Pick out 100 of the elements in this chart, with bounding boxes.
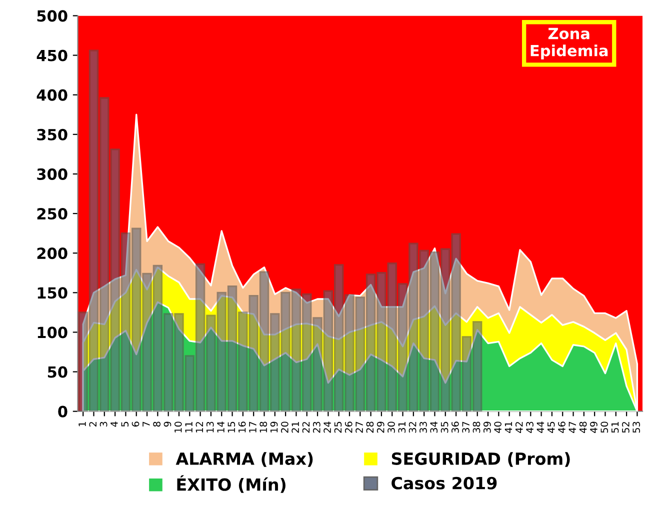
bar: [164, 313, 174, 412]
x-tick-label: 4: [110, 422, 118, 427]
x-tick-label: 22: [302, 422, 310, 433]
bar: [398, 283, 408, 412]
x-tick-label: 53: [632, 422, 640, 433]
x-tick-label: 30: [388, 422, 395, 433]
x-tick-label: 28: [366, 422, 374, 433]
bar: [323, 290, 334, 412]
y-tick-label: 0: [58, 406, 68, 418]
x-tick-label: 9: [164, 422, 172, 427]
x-tick-label: 8: [153, 422, 160, 427]
y-tick-label: 450: [36, 50, 68, 62]
x-tick-label: 7: [142, 422, 150, 426]
x-tick-label: 40: [494, 422, 502, 433]
legend-label: ÉXITO (Mín): [177, 475, 286, 493]
x-tick-label: 33: [420, 422, 427, 433]
bar: [132, 228, 142, 412]
x-tick-label: 41: [504, 422, 512, 433]
x-tick-label: 26: [344, 422, 352, 433]
bar: [142, 272, 152, 412]
bar: [451, 233, 461, 412]
x-tick-label: 34: [430, 422, 438, 433]
x-tick-label: 48: [579, 422, 587, 433]
x-tick-label: 15: [228, 422, 236, 432]
bar: [195, 263, 206, 412]
x-tick-label: 11: [185, 422, 192, 432]
x-tick-label: 47: [568, 422, 576, 433]
x-tick-label: 3: [100, 422, 108, 427]
y-tick-label: 350: [37, 128, 68, 140]
x-tick-label: 23: [312, 422, 320, 433]
x-tick-label: 51: [611, 422, 619, 433]
bar: [216, 292, 226, 412]
legend-label: SEGURIDAD (Prom): [392, 452, 570, 467]
x-tick-label: 10: [174, 422, 182, 432]
y-tick-label: 50: [48, 366, 68, 378]
x-tick-label: 35: [440, 422, 448, 433]
bar: [387, 262, 397, 412]
x-tick-label: 38: [472, 422, 480, 433]
bar: [355, 296, 365, 412]
bar: [110, 148, 120, 412]
x-tick-label: 42: [515, 422, 523, 433]
bar: [302, 293, 312, 412]
x-tick-label: 36: [452, 422, 459, 433]
x-tick-label: 2: [89, 422, 96, 427]
x-tick-label: 32: [408, 422, 416, 433]
bar: [376, 272, 386, 412]
x-tick-label: 18: [260, 422, 268, 432]
band-label: Zona Epidemia: [530, 28, 608, 60]
y-tick-label: 500: [37, 10, 68, 22]
x-tick-label: 6: [132, 422, 140, 427]
x-tick-label: 37: [462, 422, 470, 433]
bar: [291, 288, 302, 412]
x-tick-label: 24: [324, 422, 331, 433]
x-tick-label: 12: [196, 422, 203, 432]
legend-label: Casos 2019: [392, 476, 497, 490]
bar: [152, 264, 163, 412]
y-tick-label: 400: [36, 89, 68, 101]
x-tick-label: 14: [217, 422, 224, 432]
bar: [184, 355, 194, 412]
x-tick-label: 27: [356, 422, 363, 433]
bar: [430, 251, 440, 412]
x-tick-label: 16: [238, 422, 246, 432]
x-tick-label: 45: [548, 422, 555, 433]
y-tick-label: 100: [38, 326, 68, 338]
y-tick-label: 200: [37, 248, 68, 260]
x-tick-label: 13: [206, 422, 214, 432]
x-tick-label: 31: [398, 422, 406, 433]
x-tick-label: 1: [78, 422, 86, 426]
x-tick-label: 5: [121, 422, 129, 426]
x-tick-label: 50: [600, 422, 608, 433]
y-tick-label: 150: [38, 287, 68, 299]
bar: [100, 97, 110, 412]
x-tick-label: 17: [249, 422, 256, 432]
bar: [120, 232, 131, 412]
x-tick-label: 43: [526, 422, 534, 433]
bar: [238, 312, 248, 412]
x-tick-label: 44: [536, 422, 544, 433]
x-tick-label: 25: [334, 422, 342, 433]
bar: [280, 292, 290, 412]
bar: [344, 294, 354, 412]
bar: [408, 242, 418, 412]
x-tick-label: 21: [292, 422, 299, 433]
x-tick-label: 29: [376, 422, 384, 433]
bar: [419, 250, 429, 412]
bar: [174, 313, 184, 412]
bar: [270, 313, 280, 412]
x-tick-label: 39: [483, 422, 491, 433]
bar: [472, 321, 482, 412]
bar: [88, 50, 99, 412]
bar: [206, 314, 216, 412]
x-tick-label: 52: [622, 422, 630, 433]
bar: [248, 294, 258, 412]
bar: [366, 274, 376, 412]
x-tick-label: 49: [590, 422, 598, 433]
bar: [227, 285, 238, 412]
y-tick-label: 300: [37, 168, 68, 180]
bar: [312, 317, 322, 412]
x-tick-label: 20: [281, 422, 288, 433]
y-tick-label: 250: [37, 208, 68, 220]
x-tick-label: 46: [558, 422, 566, 433]
